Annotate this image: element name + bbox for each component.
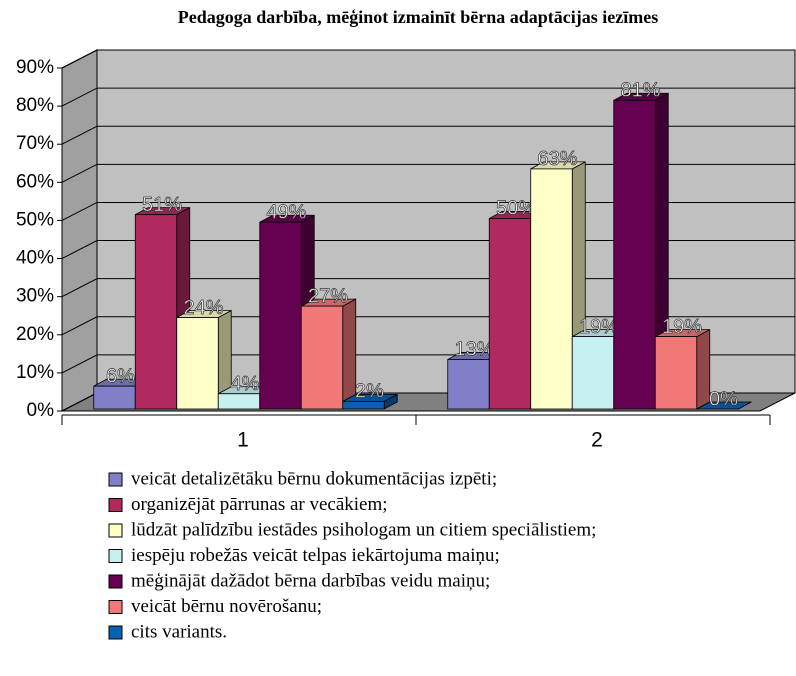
legend-swatch (108, 472, 123, 487)
y-tick-label: 90% (16, 57, 54, 78)
grid-line (61, 49, 795, 69)
legend-label: iespēju robežās veicāt telpas iekārtojum… (131, 545, 500, 566)
bar (654, 328, 711, 410)
bar-front (571, 336, 615, 410)
legend-swatch (108, 549, 123, 563)
legend-swatch (108, 625, 123, 640)
y-tick-label: 50% (16, 209, 54, 230)
bar (696, 401, 752, 410)
bar-front (259, 221, 302, 410)
value-label: 50% (496, 198, 536, 220)
value-label: 49% (266, 202, 306, 224)
legend-label: cits variants. (131, 621, 227, 642)
bar (342, 393, 398, 410)
bar-front (530, 168, 573, 410)
value-label: 4% (231, 373, 260, 395)
bar (613, 92, 669, 410)
bar-front (217, 393, 261, 410)
y-tick-label: 60% (16, 171, 54, 192)
value-label: 51% (142, 194, 182, 216)
value-label: 19% (662, 316, 702, 338)
bar-front (613, 99, 656, 410)
legend-swatch (108, 600, 123, 614)
legend-label: organizējāt pārrunas ar vecākiem; (131, 494, 388, 515)
x-tick-label: 2 (591, 429, 603, 452)
value-label: 63% (537, 148, 577, 170)
grid-line (61, 87, 795, 107)
y-tick-label: 40% (16, 248, 54, 269)
y-tick-label: 80% (16, 95, 54, 116)
bar-front (134, 214, 178, 410)
bar-side (342, 298, 357, 410)
legend-label: veicāt detalizētāku bērnu dokumentācijas… (131, 468, 497, 489)
bar-front (342, 400, 385, 410)
value-label: 81% (620, 80, 660, 102)
x-tick-label: 1 (237, 429, 249, 452)
value-label: 24% (183, 297, 223, 319)
legend-label: veicāt bērnu novērošanu; (131, 596, 322, 617)
legend-swatch (108, 574, 123, 589)
bar-front (654, 336, 698, 410)
bar (300, 298, 357, 410)
grid-line (61, 125, 795, 145)
value-label: 2% (355, 381, 384, 403)
y-tick-label: 30% (16, 286, 54, 307)
y-tick-label: 0% (27, 400, 55, 421)
bar-front (93, 385, 136, 410)
legend-label: mēģinājāt dažādot bērna darbības veidu m… (131, 570, 490, 591)
value-label: 27% (308, 285, 348, 307)
bar-front (488, 218, 532, 410)
bar-front (447, 359, 490, 410)
y-tick-label: 70% (16, 133, 54, 154)
chart-title: Pedagoga darbība, mēģinot izmainīt bērna… (178, 7, 658, 27)
y-tick-label: 10% (16, 362, 54, 383)
bar-top (696, 401, 752, 410)
legend-label: lūdzāt palīdzību iestādes psihologam un … (131, 519, 596, 540)
value-label: 13% (454, 339, 494, 361)
bar-front (176, 317, 219, 410)
bar (176, 309, 232, 410)
value-label: 0% (709, 388, 738, 410)
bar-side (696, 328, 711, 410)
value-label: 19% (579, 316, 619, 338)
value-label: 6% (106, 365, 135, 387)
legend-swatch (108, 523, 123, 538)
side-wall (61, 49, 98, 412)
bar-front (300, 305, 344, 410)
y-tick-label: 20% (16, 324, 54, 345)
legend-swatch (108, 498, 123, 512)
